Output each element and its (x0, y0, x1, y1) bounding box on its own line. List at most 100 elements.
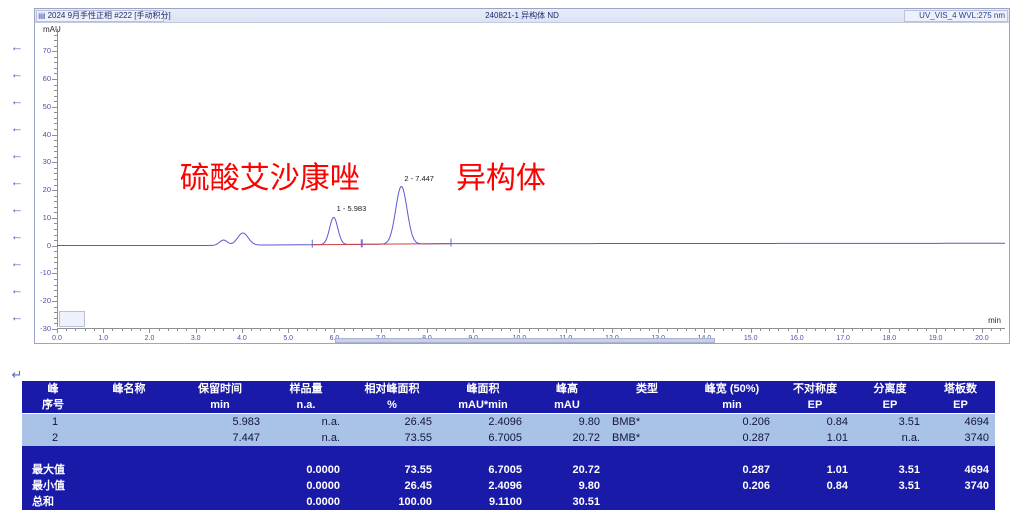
gutter-left-arrow-icon-5[interactable]: ← (10, 174, 24, 189)
gutter-left-arrow-icon-0[interactable]: ← (10, 39, 24, 54)
x-tick-label: 5.0 (283, 335, 294, 342)
header-row-bottom: 序号 min n.a.% mAU*min mAU min EP EP EP (22, 397, 995, 414)
x-tick-minor (223, 329, 225, 331)
summary-cell-resolution (854, 494, 926, 510)
peak-results-table: 峰峰名称 保留时间 样品量 相对峰面积 峰面积 峰高 类型 峰宽 (50%) 不对称度 分离度 塔板… (22, 380, 995, 510)
summary-cell-height: 30.51 (528, 494, 606, 510)
gutter-left-arrow-icon-1[interactable]: ← (10, 66, 24, 81)
gutter-left-arrow-icon-7[interactable]: ← (10, 228, 24, 243)
cell-rt: 5.983 (174, 413, 266, 430)
summary-cell-area: 2.4096 (438, 478, 528, 494)
x-tick (750, 329, 752, 333)
x-tick-minor (436, 329, 438, 331)
summary-cell-rel_area: 73.55 (346, 462, 438, 478)
cell-type: BMB* (606, 430, 688, 446)
column-header-top-9[interactable]: 不对称度 (776, 381, 854, 397)
x-tick-minor (482, 329, 484, 331)
x-tick-minor (741, 329, 743, 331)
y-axis-line (57, 29, 58, 327)
cell-name (84, 413, 174, 430)
summary-cell-resolution: 3.51 (854, 462, 926, 478)
x-tick-minor (399, 329, 401, 331)
y-tick-minor (54, 179, 58, 180)
x-tick-minor (898, 329, 900, 331)
column-header-top-5[interactable]: 峰面积 (438, 381, 528, 397)
table-head: 峰峰名称 保留时间 样品量 相对峰面积 峰面积 峰高 类型 峰宽 (50%) 不对称度 分离度 塔板… (22, 381, 995, 414)
gutter-left-arrow-icon-2[interactable]: ← (10, 93, 24, 108)
column-header-top-2[interactable]: 保留时间 (174, 381, 266, 397)
column-header-top-1[interactable]: 峰名称 (84, 381, 174, 397)
summary-cell-rt (174, 478, 266, 494)
y-tick-minor (54, 62, 58, 64)
gutter-left-arrow-icon-9[interactable]: ← (10, 282, 24, 297)
gutter-left-arrow-icon-4[interactable]: ← (10, 147, 24, 162)
y-tick-minor (54, 267, 58, 269)
y-tick-label: -30 (40, 324, 51, 333)
gutter-left-arrow-icon-6[interactable]: ← (10, 201, 24, 216)
x-tick-minor (769, 329, 771, 331)
horizontal-scrollbar[interactable] (335, 338, 715, 343)
table-row[interactable]: 1 5.983 n.a. 26.45 2.4096 9.80 BMB* 0.206 0.84 3.… (22, 413, 995, 430)
chromatogram-panel: ▤ 2024 9月手性正相 #222 [手动积分] 240821-1 异构体 ND… (34, 8, 1010, 344)
cell-no: 2 (22, 430, 84, 446)
column-header-top-4[interactable]: 相对峰面积 (346, 381, 438, 397)
y-tick-minor (54, 101, 58, 103)
cell-height: 9.80 (528, 413, 606, 430)
x-tick-minor (130, 329, 132, 331)
x-tick (195, 329, 197, 333)
x-tick-minor (537, 329, 539, 331)
y-tick-minor (54, 234, 58, 236)
cell-resolution: n.a. (854, 430, 926, 446)
x-tick-minor (232, 329, 234, 331)
x-tick (288, 329, 290, 333)
x-tick-minor (66, 329, 68, 331)
x-tick-minor (917, 329, 919, 331)
summary-cell-asymmetry: 1.01 (776, 462, 854, 478)
x-tick-minor (759, 329, 761, 331)
x-tick-minor (685, 329, 687, 331)
x-tick-minor (167, 329, 169, 331)
y-tick-label: 20 (42, 185, 51, 195)
x-tick (334, 329, 336, 333)
signal-title-left-text: 2024 9月手性正相 #222 [手动积分] (47, 11, 171, 20)
column-header-top-11[interactable]: 塔板数 (926, 381, 995, 397)
column-header-top-0[interactable]: 峰 (22, 381, 84, 397)
x-tick-minor (204, 329, 206, 331)
y-tick-label: -10 (40, 268, 51, 278)
y-tick (52, 51, 58, 53)
summary-cell-rel_area: 26.45 (346, 478, 438, 494)
column-header-top-10[interactable]: 分离度 (854, 381, 926, 397)
column-header-unit-11: EP (926, 397, 995, 414)
column-header-top-8[interactable]: 峰宽 (50%) (688, 381, 776, 397)
y-tick-minor (54, 34, 58, 36)
column-header-top-7[interactable]: 类型 (606, 381, 688, 397)
column-header-unit-7 (606, 397, 688, 414)
x-tick-minor (93, 329, 95, 331)
x-tick-minor (880, 329, 882, 331)
column-header-top-3[interactable]: 样品量 (266, 381, 346, 397)
y-tick-minor (54, 56, 58, 58)
column-header-unit-2: min (174, 397, 266, 414)
x-tick-minor (417, 329, 419, 331)
x-tick-minor (343, 329, 345, 331)
gutter-left-arrow-icon-10[interactable]: ← (10, 309, 24, 324)
gutter-left-arrow-icon-8[interactable]: ← (10, 255, 24, 270)
column-header-unit-9: EP (776, 397, 854, 414)
annotation-text-2: 异构体 (455, 162, 546, 195)
x-tick-minor (214, 329, 216, 331)
document-icon: ▤ (38, 11, 46, 20)
y-tick-minor (54, 206, 58, 208)
column-header-top-6[interactable]: 峰高 (528, 381, 606, 397)
table-row[interactable]: 2 7.447 n.a. 73.55 6.7005 20.72 BMB* 0.287 1.01 n… (22, 430, 995, 446)
summary-cell-asymmetry (776, 494, 854, 510)
y-tick-minor (54, 151, 58, 153)
gutter-left-arrow-icon-3[interactable]: ← (10, 120, 24, 135)
y-tick-minor (54, 123, 58, 125)
x-tick (380, 329, 382, 333)
x-tick-minor (907, 329, 909, 331)
signal-title-left[interactable]: ▤ 2024 9月手性正相 #222 [手动积分] (38, 9, 171, 23)
x-tick-minor (500, 329, 502, 331)
plot-area[interactable]: mAU min 70 60 50 40 30 20 10 0 -10 -20 -30 0.0 1.0 2… (35, 23, 1009, 343)
gutter-bottom-arrow-icon[interactable]: ↵ (11, 367, 23, 382)
